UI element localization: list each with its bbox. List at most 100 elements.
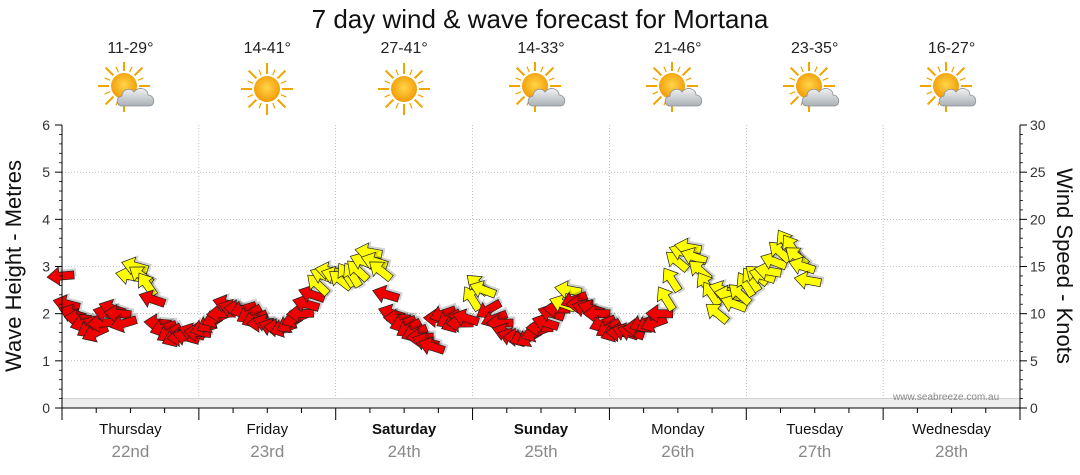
wind-arrow-body [372, 284, 401, 304]
wind-arrow-body [788, 256, 817, 275]
right-tick-label: 5 [1030, 353, 1038, 369]
forecast-day: 21-46° [610, 40, 746, 116]
left-tick-label: 6 [42, 117, 50, 133]
temperature-range: 21-46° [654, 40, 702, 57]
day-name: Saturday [372, 421, 437, 438]
wind-arrow-body [656, 286, 677, 313]
wind-arrow-body [109, 314, 138, 334]
x-tick-label: Monday 26th [610, 421, 746, 462]
wind-arrow [417, 335, 449, 356]
wind-arrow [292, 293, 323, 313]
right-tick-label: 25 [1030, 164, 1046, 180]
left-tick-label: 4 [42, 211, 50, 227]
day-name: Wednesday [912, 421, 992, 438]
attribution: www.seabreeze.com.au [893, 392, 1000, 403]
wind-arrow-body [554, 280, 583, 300]
sun-cloud-icon [645, 62, 702, 112]
right-tick-label: 30 [1030, 117, 1046, 133]
wind-arrow [753, 259, 785, 281]
day-date: 24th [387, 442, 421, 461]
right-tick-label: 0 [1030, 400, 1038, 416]
daily-forecast-strip: 11-29° 14-41° 27-41° 14-33° 21-46° 23-35° 16-2… [0, 0, 1080, 125]
day-date: 26th [661, 442, 695, 461]
wind-arrow [138, 288, 170, 308]
wind-arrow-body [705, 303, 731, 325]
wave-series [61, 398, 1021, 409]
temperature-range: 27-41° [380, 40, 428, 57]
grid [62, 125, 1020, 408]
day-date: 27th [798, 442, 832, 461]
x-tick-label: Thursday 22nd [62, 421, 198, 462]
wind-arrow [369, 261, 397, 283]
x-tick-label: Wednesday 28th [884, 421, 1020, 462]
wind-arrow [298, 283, 329, 304]
sun-cloud-icon [919, 62, 976, 112]
wind-arrow [531, 311, 563, 332]
chart-title: 7 day wind & wave forecast for Mortana [311, 4, 769, 34]
wind-arrow [476, 296, 503, 319]
wind-arrow [680, 246, 711, 266]
wave-height-area [61, 398, 1021, 409]
wind-arrow [645, 302, 676, 324]
day-date: 23rd [250, 442, 285, 461]
forecast-day: 16-27° [884, 40, 1020, 116]
wind-arrow [372, 283, 403, 304]
temperature-range: 11-29° [107, 40, 154, 57]
sun-icon [241, 63, 294, 115]
forecast-day: 27-41° [336, 40, 472, 116]
right-tick-label: 20 [1030, 211, 1046, 227]
left-tick-label: 0 [42, 400, 50, 416]
wind-arrow [451, 307, 483, 327]
temperature-range: 14-33° [517, 40, 565, 57]
day-date: 22nd [111, 442, 150, 461]
wind-arrow-body [645, 303, 674, 324]
temperature-range: 14-41° [243, 40, 291, 57]
forecast-day: 14-33° [473, 40, 609, 116]
wind-arrow-body [662, 267, 683, 294]
wind-arrow [705, 303, 734, 325]
wind-arrow-body [417, 336, 446, 356]
wind-arrow-body [369, 261, 394, 283]
wind-arrow [656, 286, 680, 313]
wind-arrow [793, 269, 825, 290]
temperature-range: 16-27° [927, 40, 976, 57]
wind-arrow [109, 312, 140, 334]
left-tick-label: 5 [42, 164, 50, 180]
forecast-day: 14-41° [199, 40, 335, 116]
wind-arrow-body [680, 247, 709, 266]
wind-arrow [554, 278, 585, 300]
temperature-range: 23-35° [791, 40, 839, 57]
wind-arrow [720, 293, 751, 313]
right-tick-label: 10 [1030, 306, 1046, 322]
sun-cloud-icon [509, 62, 566, 112]
wind-series [46, 229, 825, 356]
sun-cloud-icon [782, 62, 839, 112]
wind-arrow-body [138, 289, 167, 308]
x-tick-label: Friday 23rd [199, 421, 335, 462]
sun-icon [378, 63, 431, 115]
x-tick-label: Tuesday 27th [747, 421, 883, 462]
wind-arrow [469, 279, 500, 299]
wind-arrow-body [469, 280, 498, 299]
day-name: Sunday [513, 421, 569, 438]
day-date: 28th [935, 442, 969, 461]
left-tick-label: 1 [42, 353, 50, 369]
axes: 0 1 2 3 4 5 6 0 5 10 15 20 25 30 [42, 117, 1046, 420]
wind-arrow [788, 255, 820, 275]
day-name: Thursday [99, 421, 162, 438]
day-date: 25th [524, 442, 558, 461]
x-tick-label: Saturday 24th [336, 421, 472, 462]
wind-arrow-body [451, 308, 480, 327]
day-name: Monday [651, 421, 705, 438]
day-name: Tuesday [786, 421, 844, 438]
wind-arrow [52, 292, 84, 313]
forecast-day: 23-35° [747, 40, 883, 116]
forecast-day: 11-29° [62, 40, 198, 116]
x-tick-label: Sunday 25th [473, 421, 609, 462]
left-tick-label: 3 [42, 259, 50, 275]
right-tick-label: 15 [1030, 259, 1046, 275]
wind-arrow-body [793, 270, 822, 290]
sun-cloud-icon [98, 62, 155, 112]
left-tick-label: 2 [42, 306, 50, 322]
